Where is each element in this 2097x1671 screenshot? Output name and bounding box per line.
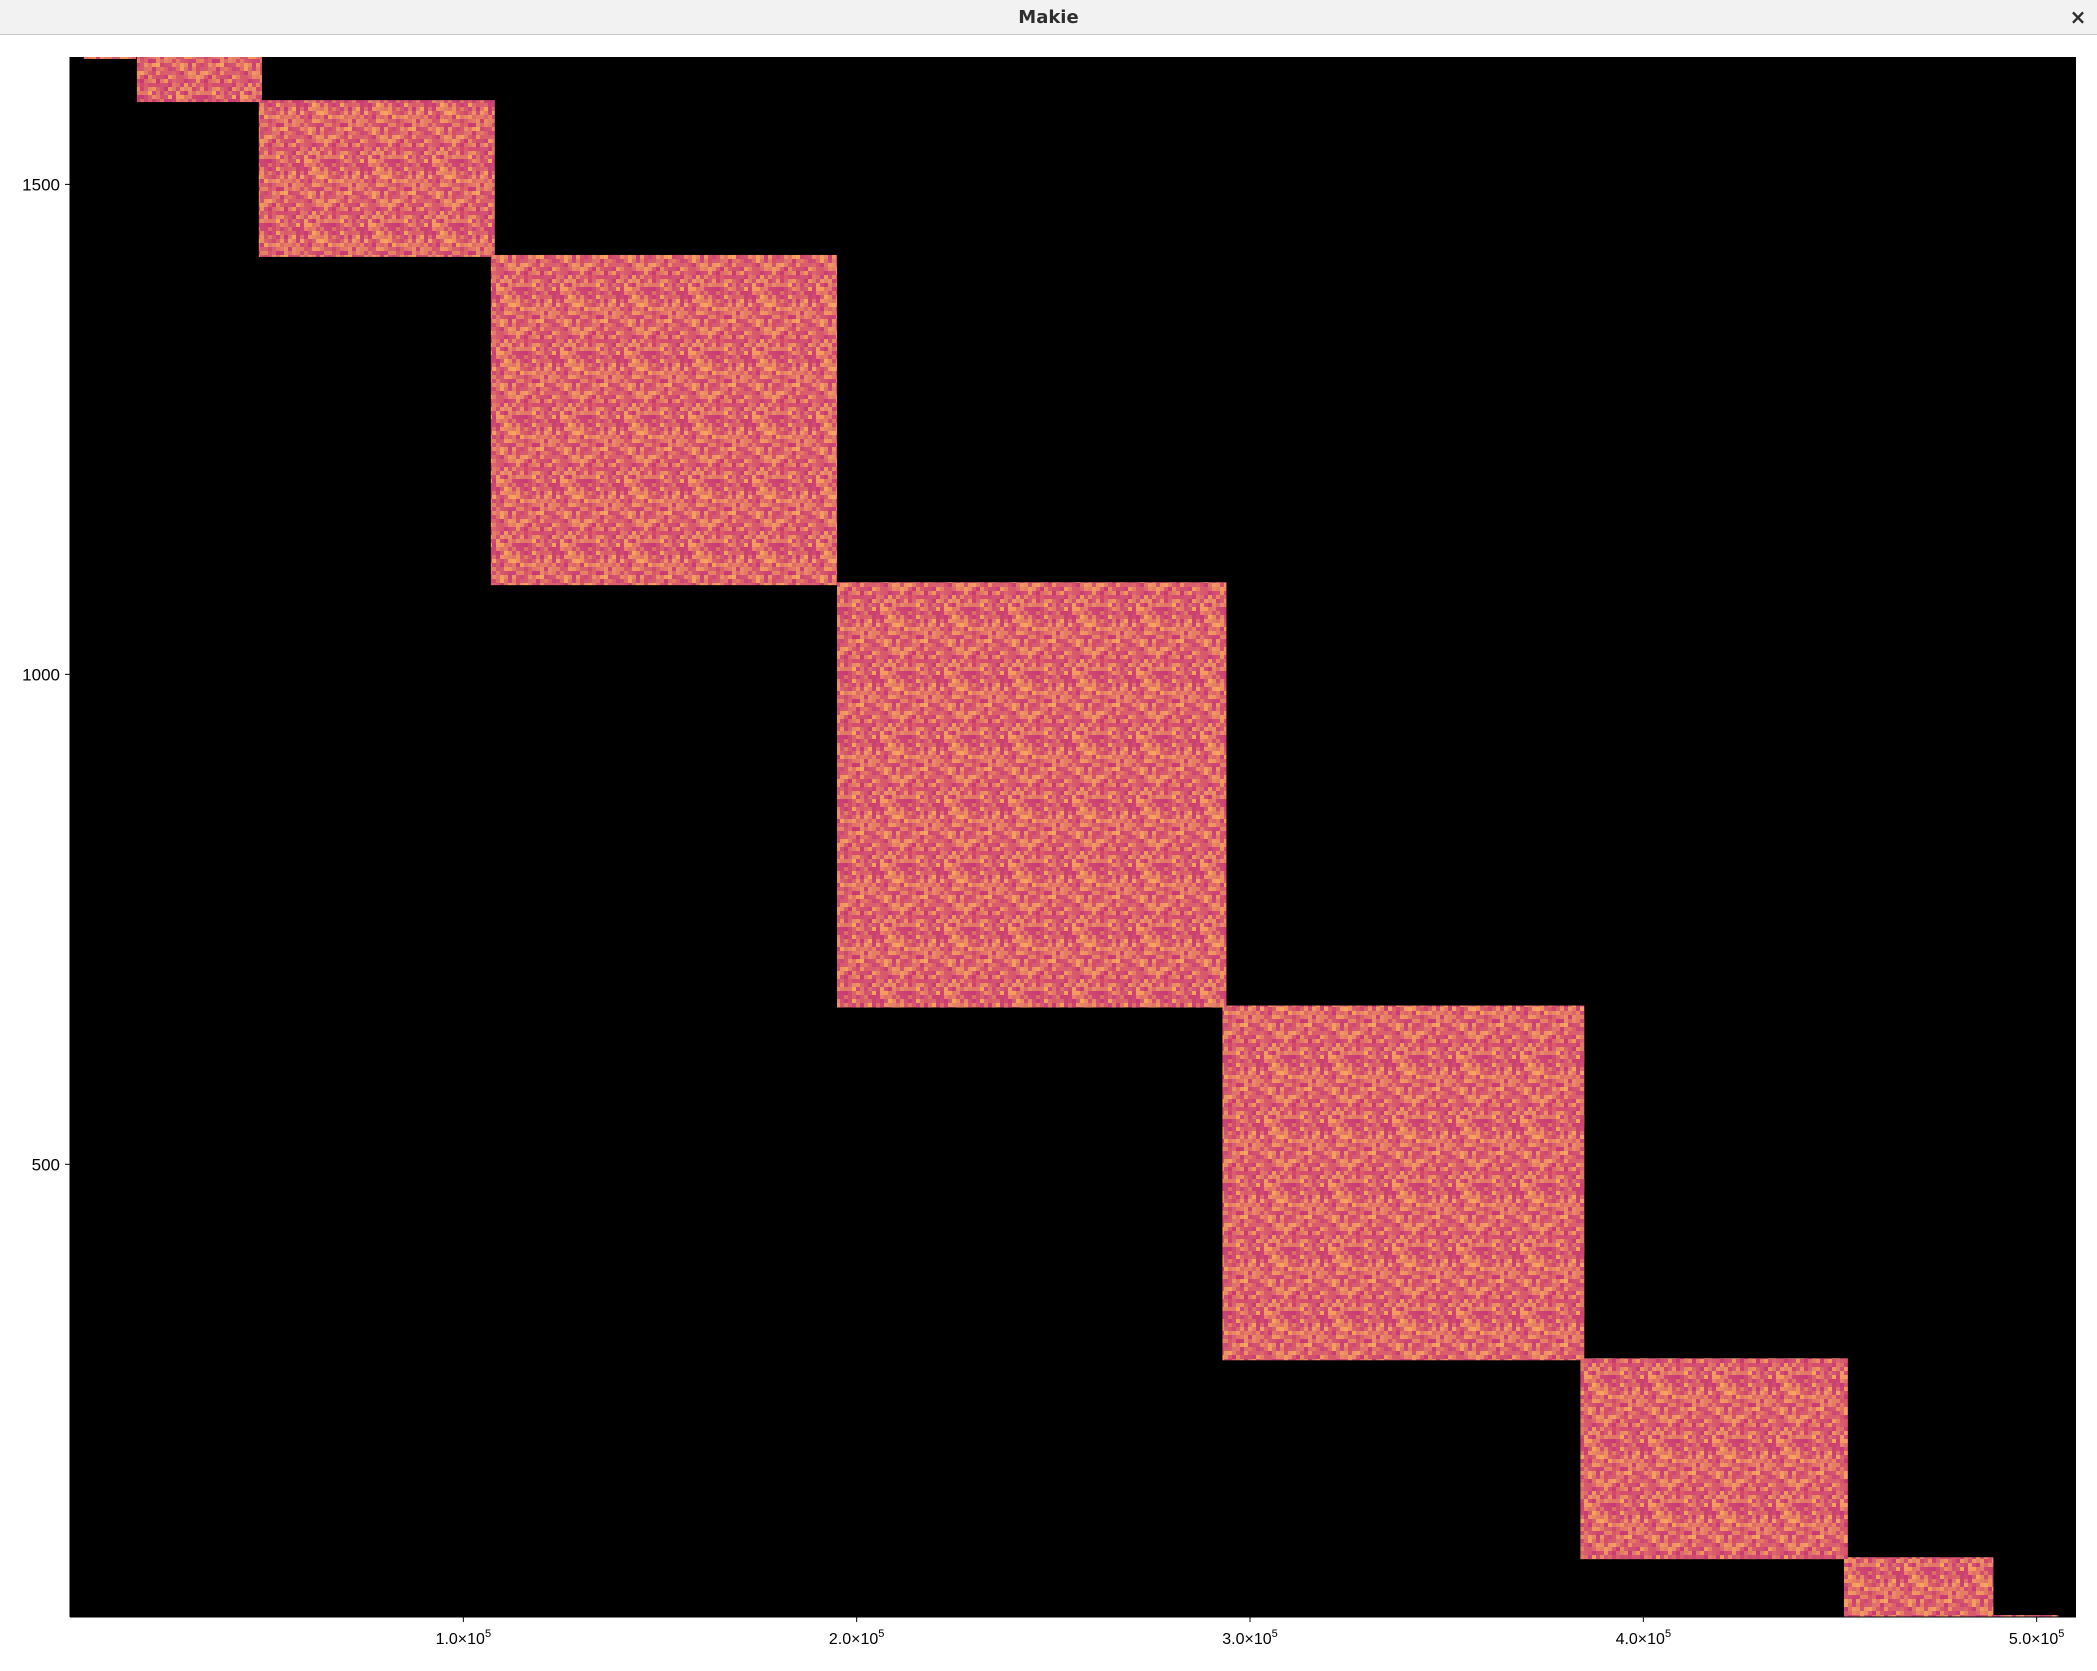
heatmap-block-8 [1843,1557,1994,1617]
close-button[interactable]: × [2069,5,2087,29]
window-title: Makie [1018,7,1079,28]
heatmap-blocks [83,57,2059,1617]
x-tick-label: 4.0×105 [1616,1628,1672,1648]
y-tick-label: 500 [32,1155,60,1174]
heatmap-block-4 [490,254,837,586]
heatmap-chart[interactable]: 500 1000 1500 1.0×105 2.0×105 3.0×105 4.0×105 5… [0,35,2097,1666]
chart-area: 500 1000 1500 1.0×105 2.0×105 3.0×105 4.0×105 5… [0,35,2097,1666]
heatmap-block-5 [837,582,1227,1008]
x-tick-label: 2.0×105 [829,1628,885,1648]
x-tick-label: 5.0×105 [2009,1628,2065,1648]
heatmap-block-3 [258,100,495,257]
x-tick-label: 3.0×105 [1222,1628,1278,1648]
heatmap-block-9 [1993,1615,2059,1617]
y-tick-label: 1000 [22,665,60,684]
heatmap-block-7 [1580,1358,1848,1560]
x-tick-label: 1.0×105 [436,1628,492,1648]
window-titlebar[interactable]: Makie × [0,0,2097,35]
y-tick-label: 1500 [22,175,60,194]
heatmap-block-2 [136,57,262,103]
heatmap-block-1 [83,57,137,59]
heatmap-block-6 [1222,1005,1585,1361]
